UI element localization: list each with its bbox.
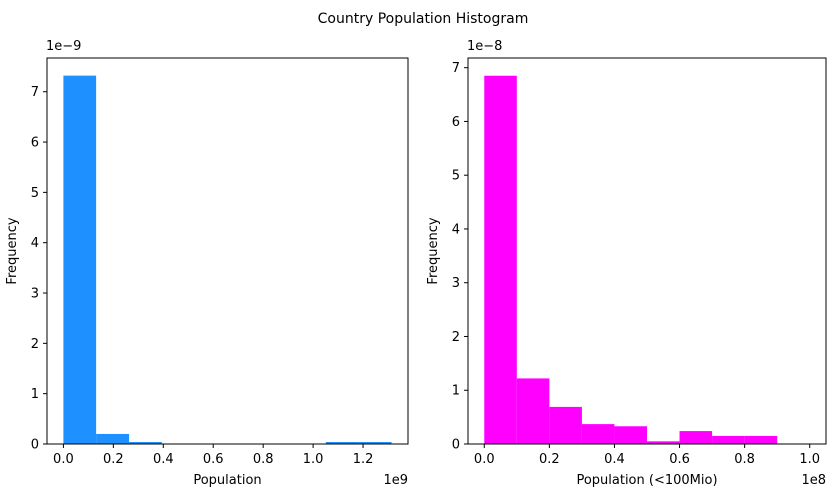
- y-tick-label: 2: [452, 330, 460, 345]
- x-tick-label: 1.0: [799, 452, 820, 467]
- histogram-bar: [647, 441, 680, 444]
- x-tick-label: 0.2: [103, 452, 124, 467]
- x-offset-label: 1e8: [801, 473, 826, 488]
- x-tick-label: 0.8: [734, 452, 755, 467]
- histogram-bar: [581, 424, 615, 444]
- y-tick-label: 1: [31, 387, 39, 402]
- y-tick-label: 0: [31, 438, 39, 453]
- histogram-bar: [614, 426, 647, 444]
- histogram-bar: [358, 441, 392, 444]
- histogram-bar: [549, 406, 582, 444]
- x-tick-label: 0.4: [604, 452, 625, 467]
- histogram-bar: [129, 441, 162, 444]
- histogram-bar: [744, 435, 778, 444]
- y-tick-label: 7: [31, 85, 39, 100]
- histogram-bar: [96, 433, 130, 444]
- y-axis-label: Frequency: [426, 217, 441, 284]
- x-tick-label: 1.2: [353, 452, 374, 467]
- left-histogram-panel: 0.0 0.2 0.4 0.6 0.8 1.0 1.2 0 1 2 3 4 5 6 7 Population F…: [5, 39, 409, 488]
- y-tick-label: 5: [31, 186, 39, 201]
- y-tick-label: 0: [452, 438, 460, 453]
- y-offset-label: 1e−8: [467, 39, 502, 54]
- x-tick-label: 0.6: [669, 452, 690, 467]
- axes-frame: [467, 57, 827, 445]
- x-offset-label: 1e9: [383, 473, 408, 488]
- x-axis-label: Population (<100Mio): [576, 473, 717, 488]
- x-tick-label: 0.6: [203, 452, 224, 467]
- y-tick-label: 4: [452, 222, 460, 237]
- histogram-bar: [484, 75, 517, 445]
- histogram-bar: [325, 441, 359, 444]
- y-tick-label: 3: [452, 276, 460, 291]
- x-axis-label: Population: [193, 473, 261, 488]
- right-histogram-panel: 0.0 0.2 0.4 0.6 0.8 1.0 0 1 2 3 4 5 6 7 Population (<1…: [426, 39, 827, 488]
- y-tick-label: 5: [452, 169, 460, 184]
- y-tick-label: 4: [31, 236, 39, 251]
- y-offset-label: 1e−9: [46, 39, 81, 54]
- x-tick-label: 0.8: [253, 452, 274, 467]
- histogram-bar: [712, 435, 745, 444]
- y-tick-label: 1: [452, 384, 460, 399]
- y-tick-label: 7: [452, 61, 460, 76]
- x-tick-label: 0.2: [539, 452, 560, 467]
- x-tick-label: 0.4: [153, 452, 174, 467]
- x-tick-label: 0.0: [474, 452, 495, 467]
- histogram-bar: [679, 431, 713, 444]
- x-tick-label: 0.0: [53, 452, 74, 467]
- axes-frame: [46, 57, 409, 445]
- y-tick-label: 2: [31, 337, 39, 352]
- histogram-bar: [63, 75, 97, 445]
- y-tick-label: 3: [31, 287, 39, 302]
- figure-title: Country Population Histogram: [318, 11, 529, 27]
- histogram-bar: [516, 378, 550, 444]
- x-tick-label: 1.0: [303, 452, 324, 467]
- y-axis-label: Frequency: [5, 217, 20, 284]
- y-tick-label: 6: [31, 136, 39, 151]
- y-tick-label: 6: [452, 115, 460, 130]
